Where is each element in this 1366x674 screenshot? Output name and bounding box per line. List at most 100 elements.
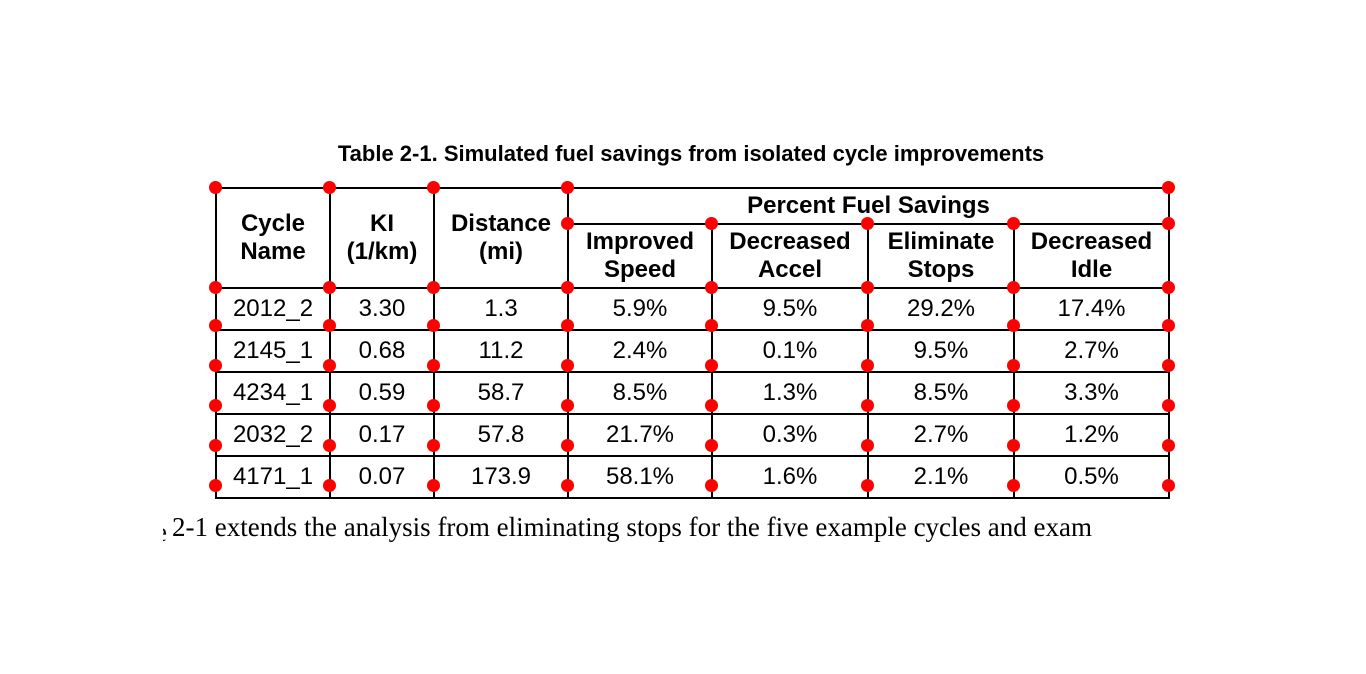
table-cell: 0.3% [711,413,869,457]
table-cell: 4234_1 [215,371,331,415]
annotation-dot [322,318,336,332]
annotation-dot [426,318,440,332]
table-cell: 21.7% [567,413,713,457]
table-cell: 2.4% [567,329,713,373]
annotation-dot [208,478,222,492]
table-cell: 5.9% [567,287,713,331]
table-row: 2145_1 0.68 11.2 2.4% 0.1% 9.5% 2.7% [215,329,1170,373]
table-cell: 1.3% [711,371,869,415]
table-cell: 173.9 [433,455,569,499]
column-header-ki: KI (1/km) [329,187,435,289]
annotation-dot [426,438,440,452]
annotation-dot [322,398,336,412]
table-cell: 58.1% [567,455,713,499]
table-cell: 1.3 [433,287,569,331]
annotation-dot [322,438,336,452]
annotation-dot [1006,398,1020,412]
table-cell: 4171_1 [215,455,331,499]
annotation-dot [426,358,440,372]
table-cell: 0.59 [329,371,435,415]
table-caption: Table 2-1. Simulated fuel savings from i… [337,141,1045,166]
table-cell: 2032_2 [215,413,331,457]
table-cell: 9.5% [867,329,1015,373]
paragraph-text: 2-1 extends the analysis from eliminatin… [172,512,1092,542]
annotation-dot [1161,358,1175,372]
annotation-dot [1161,318,1175,332]
annotation-dot [208,318,222,332]
table-row: 2012_2 3.30 1.3 5.9% 9.5% 29.2% 17.4% [215,287,1170,331]
clipped-letter-fragment: e [163,517,167,543]
table-cell: 3.30 [329,287,435,331]
table-cell: 0.1% [711,329,869,373]
column-header-decreased-idle: Decreased Idle [1013,223,1170,289]
table-cell: 2012_2 [215,287,331,331]
table-cell: 8.5% [567,371,713,415]
table-header-row-2: Improved Speed Decreased Accel Eliminate… [216,223,1170,289]
fuel-savings-table: Cycle Name KI (1/km) Distance (mi) Perce… [215,187,1170,499]
annotation-dot [704,478,718,492]
annotation-dot [1006,358,1020,372]
annotation-dot [208,438,222,452]
annotation-dot [1006,438,1020,452]
annotation-dot [704,358,718,372]
annotation-dot [704,280,718,294]
annotation-dot [208,180,222,194]
table-row: 2032_2 0.17 57.8 21.7% 0.3% 2.7% 1.2% [215,413,1170,457]
paragraph-line: e 2-1 extends the analysis from eliminat… [0,512,1366,552]
table-cell: 9.5% [711,287,869,331]
column-header-improved-speed: Improved Speed [567,223,713,289]
annotation-dot [704,318,718,332]
table-cell: 0.68 [329,329,435,373]
annotation-dot [322,280,336,294]
annotation-dot [1006,216,1020,230]
annotation-dot [560,216,574,230]
table-cell: 17.4% [1013,287,1170,331]
table-cell: 0.07 [329,455,435,499]
annotation-dot [208,358,222,372]
annotation-dot [1161,438,1175,452]
annotation-dot [560,358,574,372]
annotation-dot [1161,478,1175,492]
table-cell: 11.2 [433,329,569,373]
annotation-dot [1161,180,1175,194]
annotation-dot [426,180,440,194]
annotation-dot [1006,318,1020,332]
annotation-dot [560,438,574,452]
annotation-dot [704,216,718,230]
table-cell: 0.5% [1013,455,1170,499]
column-header-eliminate-stops: Eliminate Stops [867,223,1015,289]
annotation-dot [208,280,222,294]
table-cell: 2.7% [867,413,1015,457]
annotation-dot [704,438,718,452]
annotation-dot [704,398,718,412]
table-cell: 57.8 [433,413,569,457]
annotation-dot [560,180,574,194]
annotation-dot [560,398,574,412]
annotation-dot [560,478,574,492]
table-header-row-1: Cycle Name KI (1/km) Distance (mi) Perce… [215,187,1170,289]
annotation-dot [208,398,222,412]
annotation-dot [860,398,874,412]
table-cell: 8.5% [867,371,1015,415]
annotation-dot [860,280,874,294]
column-header-decreased-accel: Decreased Accel [711,223,869,289]
annotation-dot [860,318,874,332]
table-cell: 2145_1 [215,329,331,373]
table-body: 2012_2 3.30 1.3 5.9% 9.5% 29.2% 17.4% 2145_1 0.6… [215,287,1170,499]
annotation-dot [860,216,874,230]
annotation-dot [860,358,874,372]
annotation-dot [1161,398,1175,412]
annotation-dot [1161,280,1175,294]
table-cell: 2.1% [867,455,1015,499]
annotation-dot [1006,280,1020,294]
annotation-dot [560,318,574,332]
table-row: 4234_1 0.59 58.7 8.5% 1.3% 8.5% 3.3% [215,371,1170,415]
annotation-dot [860,478,874,492]
table-cell: 1.6% [711,455,869,499]
annotation-dot [1006,478,1020,492]
annotation-dot [322,180,336,194]
table-cell: 29.2% [867,287,1015,331]
table-cell: 0.17 [329,413,435,457]
annotation-dot [322,478,336,492]
